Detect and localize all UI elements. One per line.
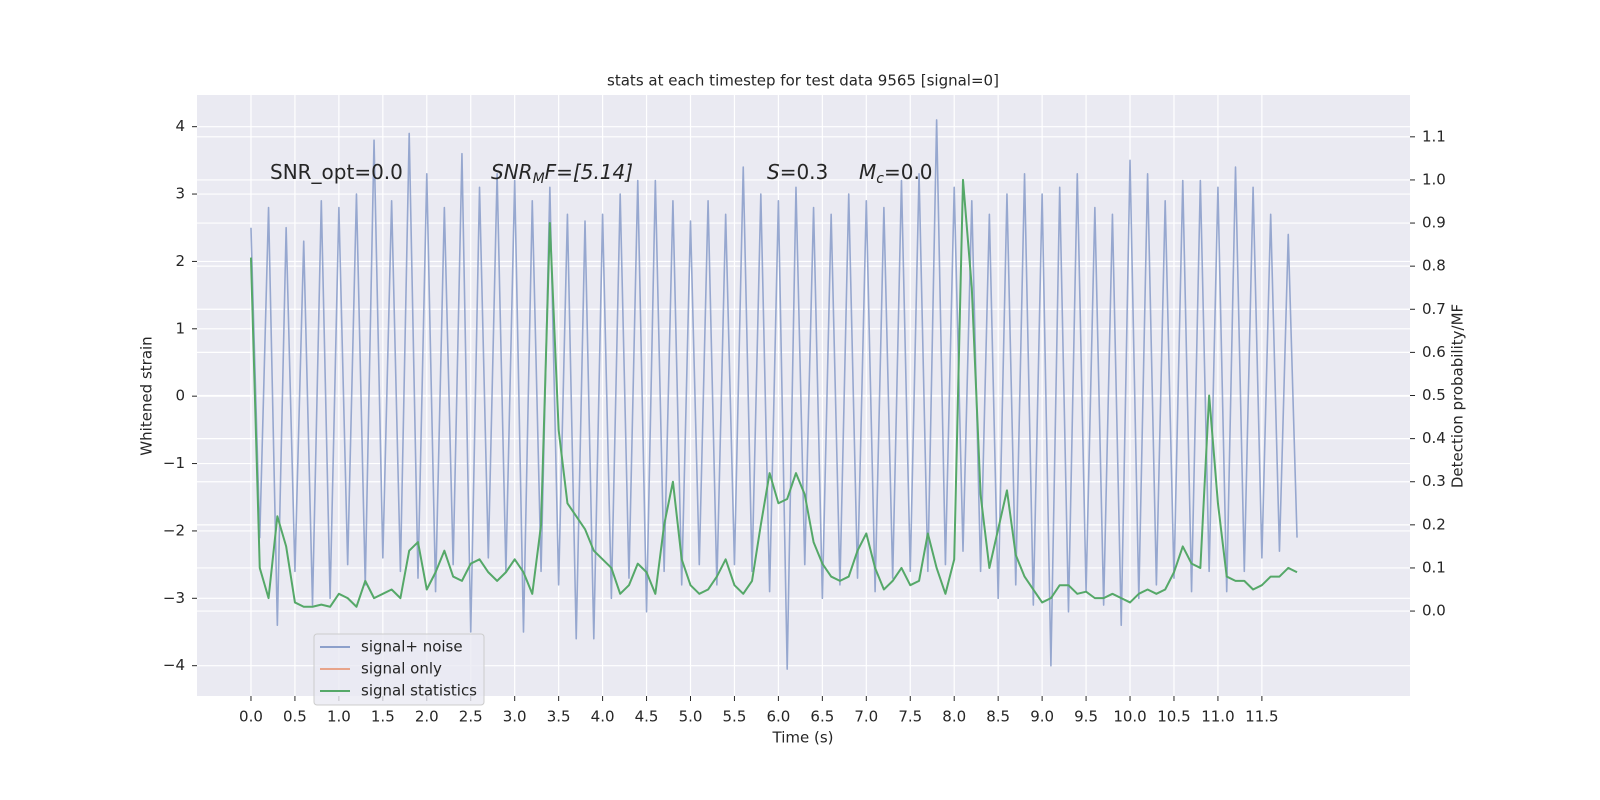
x-tick-label: 7.5 — [898, 708, 922, 726]
x-tick-label: 9.0 — [1030, 708, 1054, 726]
y-tick-label: 1 — [175, 319, 185, 337]
x-tick-label: 2.0 — [415, 708, 439, 726]
x-tick-label: 10.0 — [1113, 708, 1146, 726]
y2-tick-label: 0.1 — [1422, 558, 1446, 576]
x-tick-label: 5.5 — [723, 708, 747, 726]
y-tick-label: −4 — [163, 656, 185, 674]
y2-tick-label: 0.5 — [1422, 386, 1446, 404]
y2-tick-label: 0.7 — [1422, 300, 1446, 318]
x-tick-label: 2.5 — [459, 708, 483, 726]
y2-tick-label: 0.3 — [1422, 472, 1446, 490]
x-tick-label: 11.0 — [1201, 708, 1234, 726]
annotation-part: =0.3 — [780, 160, 829, 184]
x-tick-label: 3.5 — [547, 708, 571, 726]
annotation-part: =0.0 — [884, 160, 933, 184]
annotation-part: SNR — [491, 160, 533, 184]
legend-box — [313, 633, 485, 706]
y2-tick-label: 0.6 — [1422, 343, 1446, 361]
x-tick-label: 7.0 — [854, 708, 878, 726]
annotation-part: M — [533, 171, 545, 187]
y-axis-label: Whitened strain — [138, 336, 156, 455]
x-tick-label: 4.0 — [591, 708, 615, 726]
annotation-part: SNR_opt=0.0 — [270, 160, 403, 184]
y-tick-label: −1 — [163, 454, 185, 472]
annotation: Mc=0.0 — [859, 160, 933, 188]
y2-tick-label: 0.9 — [1422, 214, 1446, 232]
annotation-part: M — [859, 160, 876, 184]
y2-tick-label: 0.8 — [1422, 257, 1446, 275]
x-tick-label: 5.0 — [679, 708, 703, 726]
legend-label: signal+ noise — [361, 638, 463, 656]
x-tick-label: 0.5 — [283, 708, 307, 726]
y2-axis-label: Detection probability/MF — [1449, 304, 1467, 488]
x-tick-label: 10.5 — [1157, 708, 1190, 726]
annotation: SNR_opt=0.0 — [270, 160, 403, 184]
x-tick-label: 6.5 — [810, 708, 834, 726]
x-tick-label: 11.5 — [1245, 708, 1278, 726]
x-tick-label: 8.0 — [942, 708, 966, 726]
x-tick-label: 0.0 — [239, 708, 263, 726]
x-tick-label: 3.0 — [503, 708, 527, 726]
annotation-part: S — [767, 160, 780, 184]
legend-label: signal only — [361, 660, 442, 678]
x-tick-label: 4.5 — [635, 708, 659, 726]
y-tick-label: 3 — [175, 185, 185, 203]
annotation: S=0.3 — [767, 160, 828, 184]
y-tick-label: −3 — [163, 589, 185, 607]
series-line — [250, 119, 1298, 670]
y-tick-label: 2 — [175, 252, 185, 270]
series-line — [249, 178, 1298, 608]
legend-label: signal statistics — [361, 682, 477, 700]
x-tick-label: 9.5 — [1074, 708, 1098, 726]
annotation-part: F=[5.14] — [545, 160, 633, 184]
y2-tick-label: 1.0 — [1422, 170, 1446, 188]
y2-tick-label: 0.2 — [1422, 515, 1446, 533]
plot-layer — [197, 95, 1410, 696]
y-tick-label: 4 — [175, 117, 185, 135]
y2-tick-label: 0.4 — [1422, 429, 1446, 447]
y2-tick-label: 0.0 — [1422, 602, 1446, 620]
y-tick-label: −2 — [163, 521, 185, 539]
x-tick-label: 1.0 — [327, 708, 351, 726]
y2-tick-label: 1.1 — [1422, 127, 1446, 145]
annotation: SNRMF=[5.14] — [491, 160, 633, 188]
y-tick-label: 0 — [175, 387, 185, 405]
legend: signal+ noise signal only signal statistic… — [313, 633, 485, 706]
x-tick-label: 6.0 — [766, 708, 790, 726]
x-axis-label: Time (s) — [772, 729, 834, 747]
chart-title: stats at each timestep for test data 956… — [607, 72, 999, 90]
x-tick-label: 8.5 — [986, 708, 1010, 726]
x-tick-label: 1.5 — [371, 708, 395, 726]
annotation-part: c — [876, 171, 884, 187]
